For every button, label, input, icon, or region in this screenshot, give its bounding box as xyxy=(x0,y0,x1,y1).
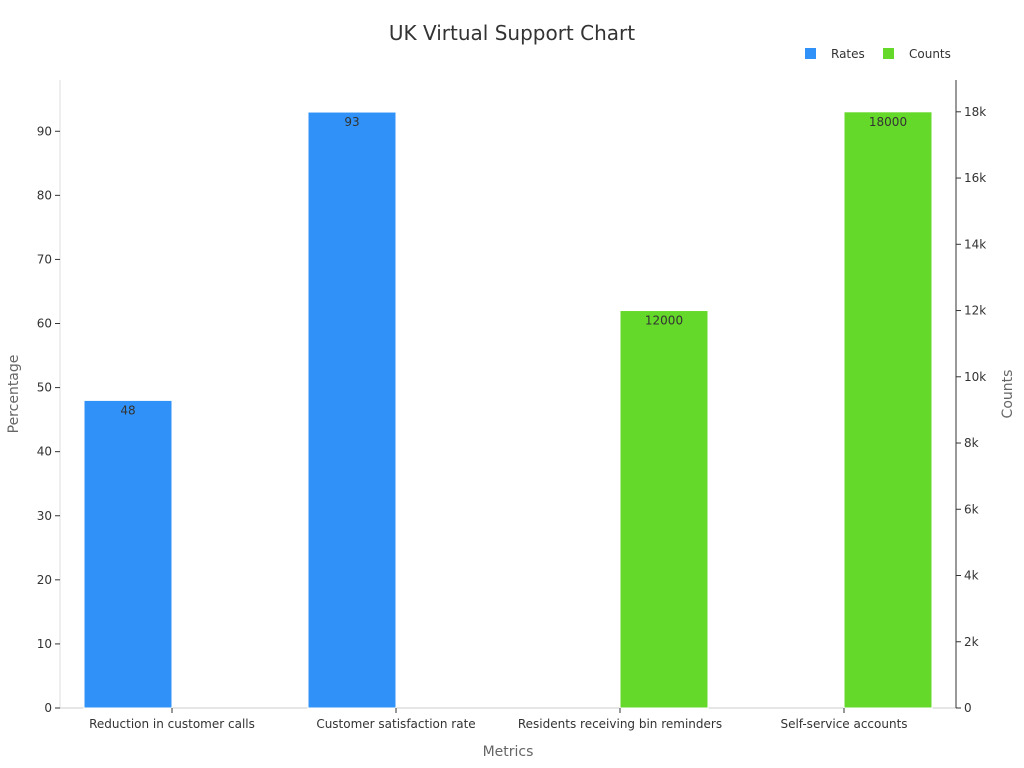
left-tick-label: 30 xyxy=(37,509,52,523)
left-tick-label: 10 xyxy=(37,637,52,651)
right-axis-title: Counts xyxy=(1000,370,1016,419)
left-tick-label: 70 xyxy=(37,252,52,266)
bar-labels: 48 93 12000 18000 xyxy=(120,115,907,418)
legend-swatch-rates xyxy=(805,48,816,59)
left-tick-label: 60 xyxy=(37,317,52,331)
left-tick-label: 80 xyxy=(37,188,52,202)
category-label: Reduction in customer calls xyxy=(89,717,255,731)
legend: Rates Counts xyxy=(805,47,951,61)
legend-swatch-counts xyxy=(883,48,894,59)
right-tick-label: 8k xyxy=(964,436,979,450)
left-axis-title: Percentage xyxy=(6,355,22,434)
bar-value-label: 18000 xyxy=(869,115,907,129)
bar-rates xyxy=(83,399,173,709)
bar-value-label: 48 xyxy=(120,403,135,417)
left-tick-label: 20 xyxy=(37,573,52,587)
bar-counts xyxy=(843,111,933,709)
category-label: Customer satisfaction rate xyxy=(316,717,475,731)
left-tick-label: 50 xyxy=(37,381,52,395)
category-labels: Reduction in customer calls Customer sati… xyxy=(89,708,908,731)
legend-label-rates: Rates xyxy=(831,47,865,61)
bar-value-label: 12000 xyxy=(645,314,683,328)
right-tick-label: 16k xyxy=(964,171,986,185)
category-label: Residents receiving bin reminders xyxy=(518,717,722,731)
right-tick-label: 0 xyxy=(964,701,972,715)
legend-label-counts: Counts xyxy=(909,47,951,61)
right-tick-label: 2k xyxy=(964,635,979,649)
bars xyxy=(83,111,933,709)
category-label: Self-service accounts xyxy=(780,717,907,731)
left-axis-ticks: 0 10 20 30 40 50 60 70 80 90 xyxy=(37,124,60,715)
left-tick-label: 0 xyxy=(44,701,52,715)
x-axis-title: Metrics xyxy=(483,744,534,760)
right-tick-label: 14k xyxy=(964,237,986,251)
bar-value-label: 93 xyxy=(344,115,359,129)
axes xyxy=(59,80,957,709)
bar-counts xyxy=(619,310,709,709)
right-tick-label: 6k xyxy=(964,502,979,516)
right-tick-label: 4k xyxy=(964,569,979,583)
right-tick-label: 10k xyxy=(964,370,986,384)
right-tick-label: 18k xyxy=(964,105,986,119)
right-axis-ticks: 0 2k 4k 6k 8k 10k 12k 14k 16k 18k xyxy=(956,105,986,715)
left-tick-label: 40 xyxy=(37,445,52,459)
left-tick-label: 90 xyxy=(37,124,52,138)
right-tick-label: 12k xyxy=(964,304,986,318)
chart-title: UK Virtual Support Chart xyxy=(389,21,635,45)
bar-rates xyxy=(307,111,397,709)
